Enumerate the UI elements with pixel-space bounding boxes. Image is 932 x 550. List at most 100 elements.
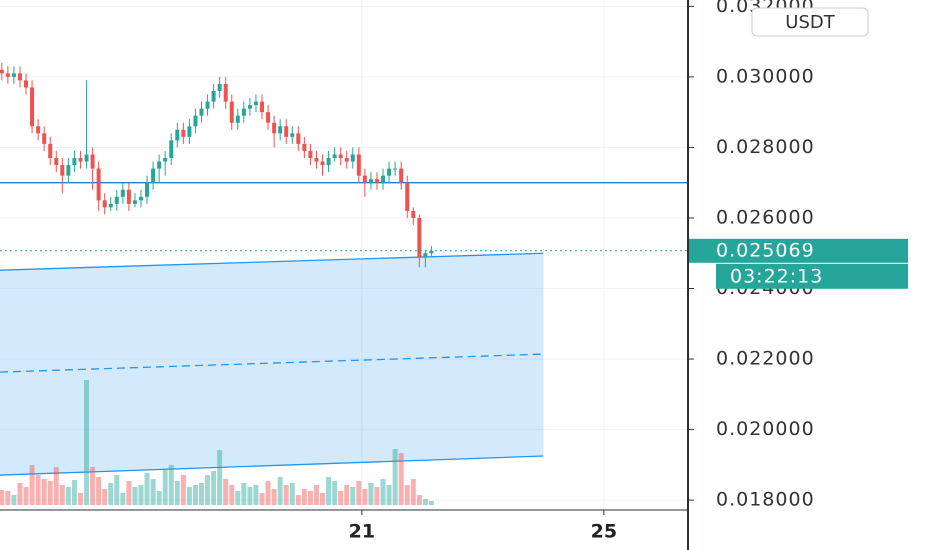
candle-body xyxy=(296,133,301,144)
candle-body xyxy=(42,133,47,144)
y-tick-label: 0.028000 xyxy=(716,136,815,158)
candle-body xyxy=(332,154,337,159)
y-tick-label: 0.030000 xyxy=(716,65,815,87)
candle-body xyxy=(24,80,29,88)
volume-bar xyxy=(168,465,174,505)
volume-bar xyxy=(180,475,186,505)
candle-body xyxy=(30,87,35,127)
candle-body xyxy=(247,105,252,109)
candle-body xyxy=(272,122,277,134)
last-price-box xyxy=(689,238,908,263)
candle-body xyxy=(302,143,307,151)
volume-bar xyxy=(283,485,289,505)
candle-body xyxy=(84,154,89,162)
volume-bar xyxy=(102,489,108,505)
candle-body xyxy=(344,158,349,162)
volume-bar xyxy=(332,481,338,505)
volume-bar xyxy=(422,499,428,505)
candle-body xyxy=(411,210,416,218)
volume-bar xyxy=(96,477,102,505)
candle-body xyxy=(175,129,180,141)
candle-body xyxy=(381,175,386,183)
volume-bar xyxy=(11,495,17,505)
volume-bar xyxy=(138,485,144,505)
volume-bar xyxy=(174,481,180,505)
volume-bar xyxy=(186,487,192,505)
volume-bar xyxy=(398,453,404,505)
candle-body xyxy=(320,161,325,166)
volume-bar xyxy=(65,487,71,505)
volume-bar xyxy=(253,485,259,505)
candle-body xyxy=(241,108,246,116)
x-tick-label: 21 xyxy=(349,521,375,543)
candle-body xyxy=(181,129,186,137)
candle-body xyxy=(60,165,65,176)
candle-body xyxy=(362,175,367,183)
candle-body xyxy=(260,101,265,113)
volume-bar xyxy=(404,485,410,505)
candle-body xyxy=(266,112,271,123)
volume-bar xyxy=(229,485,235,505)
candle-body xyxy=(169,140,174,159)
currency-label[interactable]: USDT xyxy=(785,12,835,33)
channel-upper xyxy=(0,252,544,271)
channel-lower xyxy=(0,455,544,476)
volume-bar xyxy=(295,495,301,505)
volume-bar xyxy=(41,479,47,505)
volume-bar xyxy=(307,491,313,505)
candle-body xyxy=(114,196,119,204)
candle-body xyxy=(350,154,355,162)
x-tick-label: 25 xyxy=(591,521,617,543)
volume-bar xyxy=(23,487,29,505)
volume-bar xyxy=(368,483,374,505)
candle-body xyxy=(399,168,404,183)
volume-bar xyxy=(77,493,83,505)
grid xyxy=(0,0,688,510)
candle-body xyxy=(223,83,228,102)
volume-bar xyxy=(289,483,295,505)
candle-body xyxy=(126,189,131,204)
y-tick-label: 0.020000 xyxy=(716,418,815,440)
volume-bar xyxy=(356,481,362,505)
candle-body xyxy=(138,196,143,201)
axes: 0.0320000.0300000.0280000.0260000.024000… xyxy=(349,0,908,543)
candle-body xyxy=(211,90,216,102)
candle-body xyxy=(338,154,343,159)
candle-body xyxy=(284,126,289,137)
candle-body xyxy=(393,168,398,170)
volume-bar xyxy=(410,479,416,505)
volume-bar xyxy=(344,485,350,505)
y-tick-label: 0.026000 xyxy=(716,206,815,228)
candle-body xyxy=(417,217,422,257)
volume-bar xyxy=(313,485,319,505)
volume-bar xyxy=(259,493,265,505)
volume-bar xyxy=(150,479,156,505)
candle-body xyxy=(229,101,234,123)
candle-body xyxy=(120,189,125,197)
candle-body xyxy=(235,115,240,123)
countdown-box xyxy=(716,263,908,289)
volume-bar xyxy=(374,487,380,505)
candle-body xyxy=(290,133,295,137)
volume-bar xyxy=(192,485,198,505)
volume-bar xyxy=(350,487,356,505)
candle-body xyxy=(374,179,379,183)
volume-bar xyxy=(198,483,204,505)
currency-box[interactable] xyxy=(751,7,869,37)
volume-bar xyxy=(235,491,241,505)
volume-bar xyxy=(380,479,386,505)
volume-bar xyxy=(205,475,211,505)
volume-bar xyxy=(223,479,229,505)
candle-body xyxy=(72,158,77,166)
y-tick-label: 0.022000 xyxy=(716,348,815,370)
volume-bar xyxy=(5,491,11,505)
candle-body xyxy=(193,115,198,127)
volume-bar xyxy=(71,480,77,505)
volume-bar xyxy=(29,465,35,505)
candle-body xyxy=(387,168,392,176)
candle-body xyxy=(102,200,107,208)
candle-body xyxy=(199,108,204,116)
candle-body xyxy=(5,73,10,77)
